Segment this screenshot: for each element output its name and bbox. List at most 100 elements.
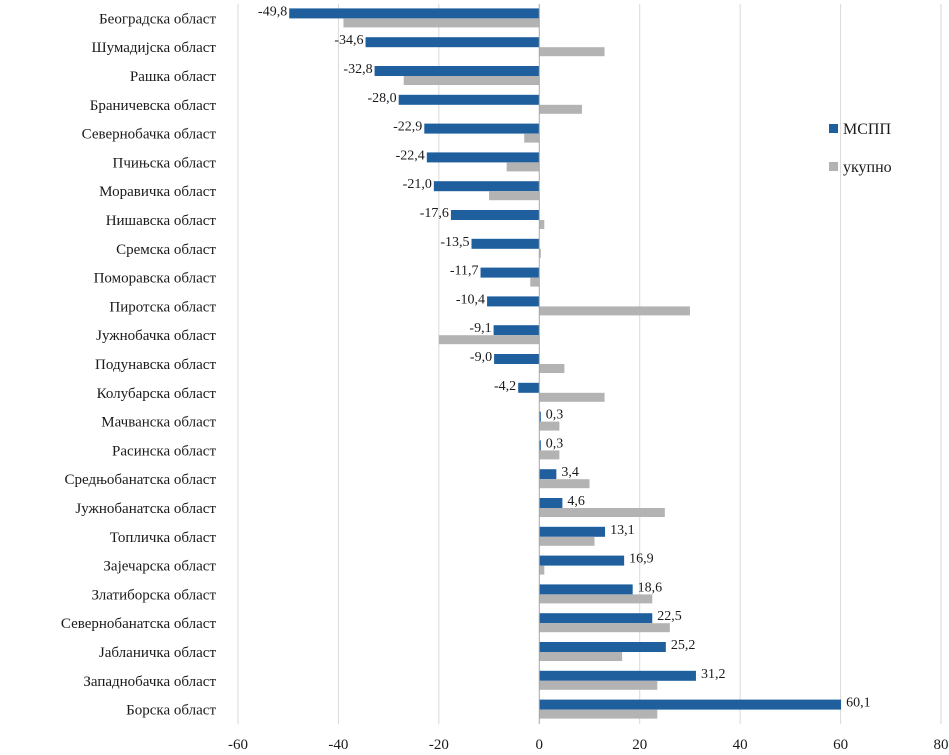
bar-ukupno — [343, 18, 540, 28]
category-label: Борска област — [126, 703, 216, 719]
bar-ukupno — [438, 335, 540, 345]
bar-ukupno — [539, 450, 560, 460]
data-label: -32,8 — [343, 62, 372, 77]
x-tick-label: 0 — [536, 737, 544, 753]
category-label: Златиборска област — [91, 587, 216, 603]
data-label: -28,0 — [368, 91, 397, 106]
x-tick-label: 60 — [833, 737, 848, 753]
x-tick-label: -20 — [429, 737, 449, 753]
bar-mspp — [539, 670, 696, 681]
data-label: 60,1 — [846, 696, 871, 711]
data-label: 31,2 — [701, 667, 726, 682]
bar-mspp — [539, 498, 563, 508]
category-label: Нишавска област — [106, 213, 217, 229]
legend-label: укупно — [843, 159, 892, 176]
x-tick-labels: -60 -40 -20 0 20 40 60 80 — [228, 737, 949, 753]
category-label: Рашка област — [130, 69, 217, 85]
data-label: 25,2 — [671, 638, 696, 653]
bar-mspp — [539, 613, 653, 624]
bar-ukupno — [539, 421, 560, 431]
bar-mspp — [471, 238, 540, 249]
bar-ukupno — [539, 479, 590, 489]
bar-ukupno — [539, 364, 565, 373]
bar-ukupno — [489, 191, 540, 201]
bar-mspp — [493, 325, 540, 336]
x-tick-label: -40 — [328, 737, 348, 753]
data-label: 16,9 — [629, 552, 654, 567]
bar-ukupno — [539, 536, 595, 546]
data-label: -17,6 — [420, 206, 449, 221]
data-label: -11,7 — [450, 264, 479, 279]
bar-mspp — [365, 37, 540, 48]
category-label: Јужнобачка област — [96, 328, 216, 344]
bar-mspp — [398, 94, 540, 105]
bar-ukupno — [403, 76, 540, 85]
bar-ukupno — [539, 594, 653, 604]
data-label: 4,6 — [567, 494, 585, 509]
data-label: 3,4 — [561, 465, 579, 480]
category-label: Поморавска област — [94, 271, 217, 287]
x-tick-label: -60 — [228, 737, 248, 753]
category-label: Севернобанатска област — [61, 616, 217, 632]
bar-ukupno — [539, 104, 582, 114]
data-label: -22,9 — [393, 120, 422, 135]
bar-ukupno — [539, 508, 665, 517]
category-label: Пчињска област — [113, 155, 217, 171]
category-label: Моравичка област — [99, 184, 216, 200]
bar-mspp — [539, 469, 557, 480]
bar-mspp — [374, 66, 540, 76]
bar-mspp — [480, 267, 540, 278]
x-tick-label: 80 — [934, 737, 949, 753]
data-label: 13,1 — [610, 523, 635, 538]
category-label: Западнобачка област — [83, 674, 216, 690]
category-label: Јабланичка област — [99, 645, 217, 661]
bar-mspp — [289, 8, 540, 19]
bar-ukupno — [530, 277, 540, 287]
category-label: Колубарска област — [97, 386, 217, 402]
bars — [289, 8, 842, 719]
data-label: -10,4 — [456, 292, 485, 307]
bar-ukupno — [524, 133, 540, 143]
bar-mspp — [433, 181, 540, 192]
legend-swatch — [829, 162, 838, 171]
data-label: 0,3 — [546, 436, 564, 451]
data-label: -13,5 — [440, 235, 469, 250]
bar-mspp — [518, 382, 540, 393]
bar-ukupno — [539, 623, 670, 633]
data-label: -34,6 — [334, 33, 363, 48]
bar-mspp — [450, 210, 540, 220]
bar-mspp — [539, 584, 633, 595]
data-label: -49,8 — [258, 4, 287, 19]
category-label: Пиротска област — [109, 299, 216, 315]
bar-mspp — [426, 152, 540, 163]
category-label: Подунавска област — [95, 357, 216, 373]
category-label: Браничевска област — [90, 98, 217, 114]
data-label: 0,3 — [546, 408, 564, 423]
category-label: Зајечарска област — [103, 559, 216, 575]
legend-swatch — [829, 124, 838, 133]
category-label: Топличка област — [110, 530, 217, 546]
bar-mspp — [487, 296, 540, 307]
category-label: Шумадијска област — [91, 40, 216, 56]
x-tick-label: 20 — [632, 737, 647, 753]
category-label: Сремска област — [116, 242, 216, 258]
bar-ukupno — [539, 392, 605, 402]
legend: МСПП укупно — [829, 121, 892, 176]
bar-ukupno — [539, 220, 545, 229]
bar-ukupno — [539, 306, 690, 316]
legend-label: МСПП — [843, 121, 891, 138]
bar-ukupno — [506, 162, 540, 172]
bar-ukupno — [539, 680, 658, 690]
bar-mspp — [494, 354, 540, 364]
bar-mspp — [539, 440, 541, 451]
data-label: -22,4 — [396, 148, 425, 163]
category-label: Београдска област — [99, 11, 216, 27]
bar-mspp — [424, 123, 540, 134]
bar-ukupno — [539, 652, 623, 661]
bar-ukupno — [539, 565, 545, 575]
bar-mspp — [539, 411, 541, 422]
x-tick-label: 40 — [733, 737, 748, 753]
data-label: 22,5 — [657, 609, 682, 624]
category-labels: Београдска област Шумадијска област Рашка … — [61, 11, 217, 718]
